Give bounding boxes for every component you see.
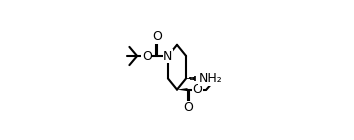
Text: NH₂: NH₂ [199, 72, 223, 85]
Text: O: O [153, 30, 162, 43]
Text: N: N [163, 50, 173, 62]
Text: O: O [192, 83, 202, 96]
Text: O: O [142, 50, 152, 62]
Text: O: O [183, 101, 193, 114]
Polygon shape [177, 88, 188, 91]
